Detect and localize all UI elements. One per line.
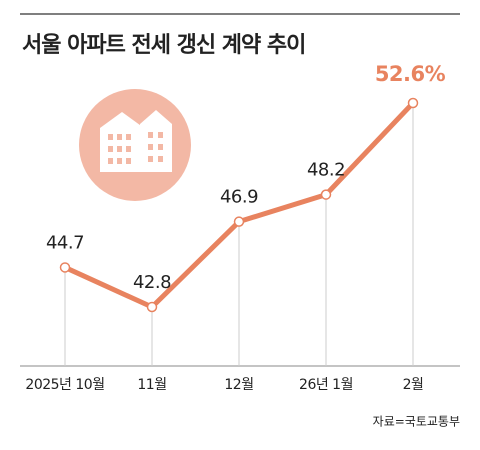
value-label: 42.8: [133, 272, 171, 293]
x-tick-label: 26년 1월: [299, 377, 353, 393]
x-tick-label: 2025년 10월: [25, 377, 104, 393]
x-tick-label: 11월: [137, 377, 166, 393]
value-label: 46.9: [220, 187, 258, 208]
value-label: 48.2: [307, 160, 345, 181]
x-tick-label: 12월: [224, 377, 253, 393]
marker: [320, 189, 332, 200]
source: 자료=국토교통부: [373, 415, 460, 429]
marker: [59, 262, 71, 273]
value-label: 44.7: [46, 232, 84, 253]
marker: [407, 97, 419, 109]
building-icon: [79, 89, 191, 201]
value-label: 52.6%: [375, 62, 446, 86]
marker: [233, 216, 245, 227]
marker: [146, 301, 158, 313]
x-tick-label: 2월: [403, 377, 424, 393]
chart-title: 서울 아파트 전세 갱신 계약 추이: [22, 33, 305, 58]
